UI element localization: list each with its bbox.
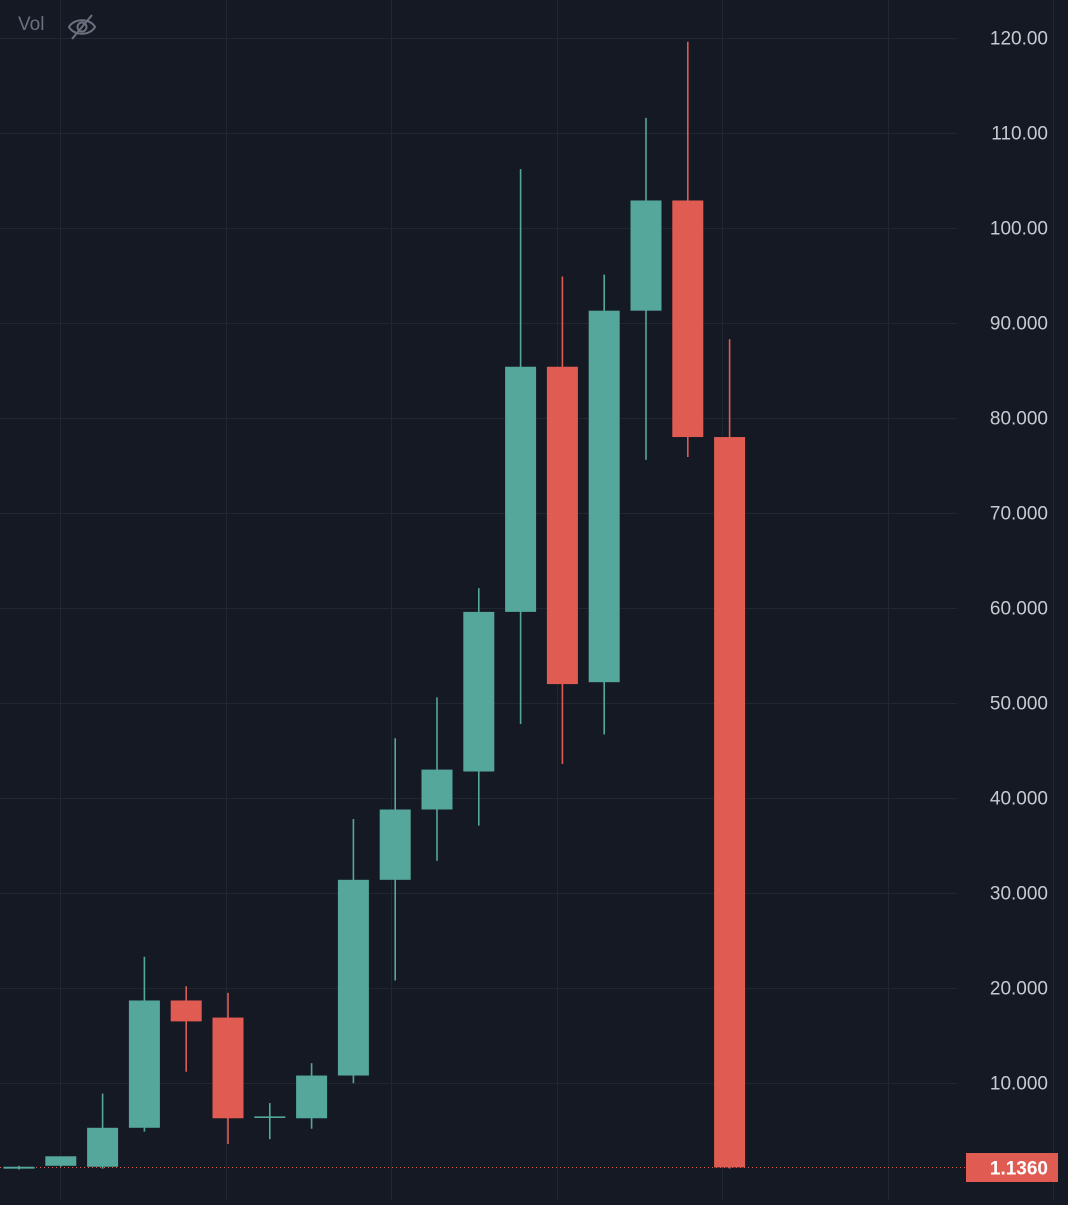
volume-indicator-label[interactable]: Vol bbox=[18, 14, 45, 35]
price-axis-tick-label: 120.00 bbox=[990, 29, 1048, 50]
price-axis-tick-label: 30.000 bbox=[990, 884, 1048, 905]
candle bbox=[212, 992, 244, 1144]
last-price-label: 1.1360 bbox=[990, 1159, 1048, 1180]
candle-body bbox=[588, 310, 620, 683]
candle bbox=[421, 697, 453, 861]
candle-body bbox=[296, 1075, 328, 1119]
last-price-label-group: 1.1360 bbox=[966, 1153, 1058, 1182]
candle-body bbox=[128, 1000, 160, 1128]
price-axis-tick-label: 60.000 bbox=[990, 599, 1048, 620]
candle-body bbox=[337, 879, 369, 1076]
candle bbox=[3, 1165, 35, 1170]
candle-body bbox=[87, 1127, 119, 1167]
candle-body bbox=[714, 437, 746, 1168]
price-axis-tick-label: 50.000 bbox=[990, 694, 1048, 715]
candle-body bbox=[3, 1166, 35, 1169]
candle-body bbox=[212, 1017, 244, 1119]
candle-body bbox=[45, 1156, 77, 1166]
candle-body bbox=[463, 611, 495, 772]
candles bbox=[3, 41, 746, 1170]
candle bbox=[128, 956, 160, 1132]
price-axis-tick-label: 80.000 bbox=[990, 409, 1048, 430]
candle bbox=[254, 1103, 286, 1140]
price-axis-tick-label: 90.000 bbox=[990, 314, 1048, 335]
candle-body bbox=[505, 366, 537, 612]
candle bbox=[672, 41, 704, 458]
candle-body bbox=[379, 809, 411, 880]
price-axis-tick-label: 70.000 bbox=[990, 504, 1048, 525]
candle bbox=[379, 738, 411, 981]
candle bbox=[714, 339, 746, 1169]
candle bbox=[337, 819, 369, 1084]
price-axis-tick-label: 20.000 bbox=[990, 979, 1048, 1000]
candle-body bbox=[170, 1000, 202, 1022]
candle-body bbox=[630, 200, 662, 311]
candle bbox=[45, 1156, 77, 1167]
candle-body bbox=[672, 200, 704, 438]
candle bbox=[87, 1093, 119, 1169]
candle bbox=[546, 276, 578, 764]
candle bbox=[588, 274, 620, 735]
eye-off-icon[interactable] bbox=[66, 12, 98, 42]
last-price-label-bg bbox=[966, 1153, 1058, 1182]
candle bbox=[505, 169, 537, 724]
candle bbox=[296, 1063, 328, 1129]
candle-body bbox=[546, 366, 578, 685]
candle bbox=[630, 117, 662, 460]
candle bbox=[463, 588, 495, 826]
candle bbox=[170, 986, 202, 1072]
price-axis-tick-label: 110.00 bbox=[991, 124, 1048, 145]
price-axis[interactable]: 120.00 110.00 100.00 90.000 80.000 70.000 60.0… bbox=[990, 29, 1048, 1095]
price-axis-tick-label: 100.00 bbox=[990, 219, 1048, 240]
candle-body bbox=[421, 769, 453, 810]
price-axis-tick-label: 10.000 bbox=[990, 1074, 1048, 1095]
candle-body bbox=[254, 1116, 286, 1118]
price-axis-tick-label: 40.000 bbox=[990, 789, 1048, 810]
